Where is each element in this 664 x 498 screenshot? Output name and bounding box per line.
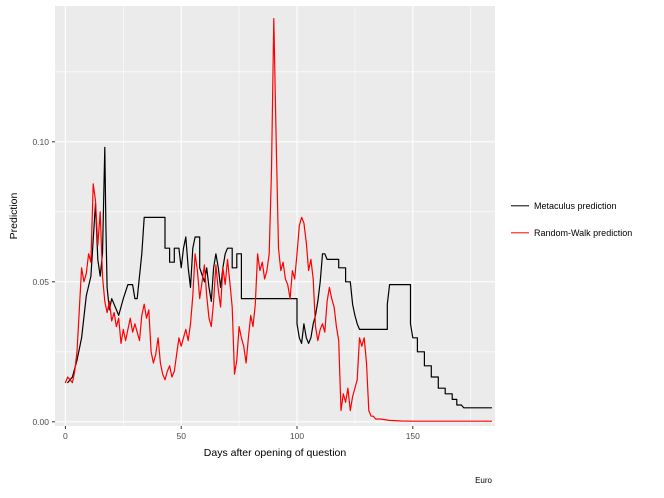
svg-text:50: 50 <box>176 431 186 441</box>
caption-euro: Euro <box>475 476 492 485</box>
legend-entry-random-walk: Random-Walk prediction <box>511 224 664 242</box>
legend-entry-metaculus: Metaculus prediction <box>511 197 664 215</box>
svg-text:0.00: 0.00 <box>32 417 49 427</box>
chart-canvas: 0 50 100 150 0.00 0.05 0.10 <box>32 6 495 441</box>
svg-text:0.10: 0.10 <box>32 137 49 147</box>
legend-label: Metaculus prediction <box>534 200 617 211</box>
plot-area: 0 50 100 150 0.00 0.05 0.10 Prediction Days af… <box>8 6 495 485</box>
black-line-swatch-icon <box>511 204 529 207</box>
svg-text:0: 0 <box>63 431 68 441</box>
legend-key <box>511 197 529 215</box>
svg-text:0.05: 0.05 <box>32 277 49 287</box>
legend: Metaculus prediction Random-Walk predict… <box>505 0 664 498</box>
legend-label: Random-Walk prediction <box>534 227 633 238</box>
svg-text:150: 150 <box>406 431 420 441</box>
red-line-swatch-icon <box>511 231 529 234</box>
svg-text:100: 100 <box>290 431 304 441</box>
y-axis-title: Prediction <box>8 192 20 240</box>
legend-key <box>511 224 529 242</box>
x-axis-title: Days after opening of question <box>203 447 347 459</box>
